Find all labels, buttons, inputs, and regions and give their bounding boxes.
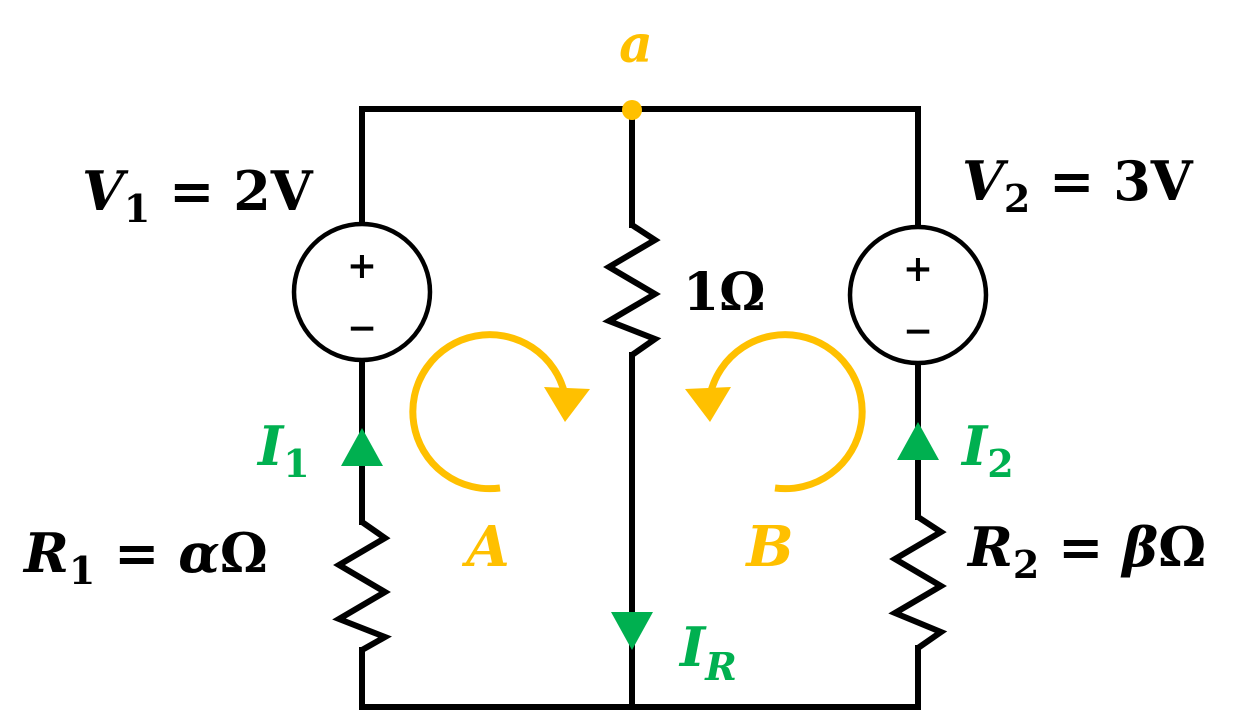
- label-i2-sub: 2: [987, 441, 1013, 486]
- label-1ohm: 1Ω: [683, 262, 765, 323]
- label-r1-name: R: [22, 521, 69, 585]
- label-r2: R2 = βΩ: [966, 515, 1206, 587]
- label-r1-eq: =: [95, 521, 178, 585]
- resistor-r2: [888, 514, 948, 651]
- label-v1-sub: 1: [124, 186, 150, 231]
- label-i1-name: I: [256, 414, 285, 478]
- loop-a: A: [409, 331, 590, 580]
- source-v2-minus: −: [903, 310, 933, 352]
- label-v2: V2 = 3V: [962, 149, 1194, 221]
- label-r2-value: β: [1120, 515, 1158, 579]
- source-v1-plus: +: [347, 245, 377, 287]
- loop-b: B: [685, 331, 866, 580]
- loop-a-label: A: [461, 514, 509, 580]
- label-r1-sub: 1: [69, 548, 95, 593]
- label-r1-unit: Ω: [220, 521, 268, 585]
- loop-b-label: B: [744, 514, 793, 580]
- label-v1: V1 = 2V: [82, 159, 314, 231]
- current-arrow-i2: [897, 422, 939, 460]
- loop-b-arrowhead: [685, 387, 731, 422]
- loop-a-arc: [409, 331, 569, 493]
- current-arrow-ir: [611, 612, 653, 650]
- label-v2-sub: 2: [1004, 176, 1030, 221]
- label-r2-sub: 2: [1013, 542, 1039, 587]
- label-i1-sub: 1: [283, 441, 309, 486]
- label-v2-name: V: [962, 149, 1009, 213]
- current-arrow-i1: [341, 428, 383, 466]
- label-i2: I2: [960, 414, 1014, 486]
- voltage-source-v1: + −: [291, 221, 433, 363]
- loop-b-arc: [706, 331, 866, 493]
- source-v2-plus: +: [903, 248, 933, 290]
- label-v1-name: V: [82, 159, 129, 223]
- label-i2-name: I: [960, 414, 989, 478]
- resistor-r1: [332, 519, 392, 653]
- label-r2-name: R: [966, 515, 1013, 579]
- resistor-1ohm: [602, 222, 662, 358]
- voltage-source-v2: + −: [847, 224, 989, 366]
- label-ir-name: I: [678, 615, 707, 679]
- source-v1-circle: [291, 221, 433, 363]
- label-i1: I1: [256, 414, 310, 486]
- loop-a-arrowhead: [544, 387, 590, 422]
- label-v2-value: = 3V: [1030, 149, 1193, 213]
- source-v2-circle: [847, 224, 989, 366]
- label-r1-value: α: [178, 521, 220, 585]
- node-a-label: a: [619, 14, 653, 75]
- label-ir-sub: R: [704, 644, 737, 689]
- label-r2-unit: Ω: [1158, 515, 1206, 579]
- label-ir: IR: [678, 615, 737, 689]
- label-r1: R1 = αΩ: [22, 521, 268, 593]
- node-a-dot: [622, 100, 642, 120]
- label-r2-eq: =: [1039, 515, 1122, 579]
- label-v1-value: = 2V: [150, 159, 313, 223]
- source-v1-minus: −: [347, 307, 377, 349]
